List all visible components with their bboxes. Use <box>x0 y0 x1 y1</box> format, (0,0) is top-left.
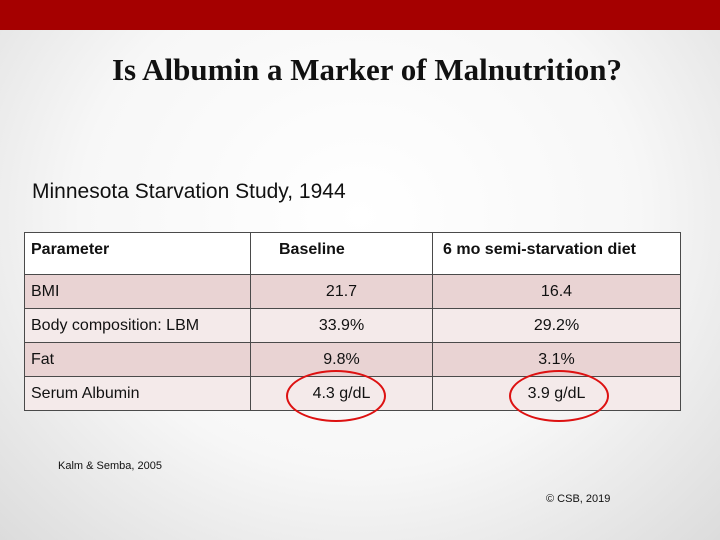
data-table: Parameter Baseline 6 mo semi-starvation … <box>24 232 681 411</box>
diet-value: 29.2% <box>432 308 681 343</box>
column-header-diet: 6 mo semi-starvation diet <box>432 232 681 275</box>
column-header-baseline: Baseline <box>250 232 433 275</box>
column-header-parameter: Parameter <box>24 232 251 275</box>
table-header-row: Parameter Baseline 6 mo semi-starvation … <box>24 232 681 275</box>
row-label: Fat <box>24 342 251 377</box>
top-accent-bar <box>0 0 720 30</box>
row-label: Body composition: LBM <box>24 308 251 343</box>
slide-title: Is Albumin a Marker of Malnutrition? <box>111 52 623 87</box>
albumin-baseline-highlight-oval <box>286 370 386 422</box>
table-row: Body composition: LBM 33.9% 29.2% <box>24 308 681 343</box>
baseline-value: 33.9% <box>250 308 433 343</box>
baseline-value: 21.7 <box>250 274 433 309</box>
row-label: BMI <box>24 274 251 309</box>
copyright-text: © CSB, 2019 <box>546 493 611 505</box>
citation-text: Kalm & Semba, 2005 <box>58 460 162 472</box>
albumin-diet-highlight-oval <box>509 370 609 422</box>
slide-subtitle: Minnesota Starvation Study, 1944 <box>32 180 346 203</box>
row-label: Serum Albumin <box>24 376 251 411</box>
table-row: BMI 21.7 16.4 <box>24 274 681 309</box>
diet-value: 16.4 <box>432 274 681 309</box>
